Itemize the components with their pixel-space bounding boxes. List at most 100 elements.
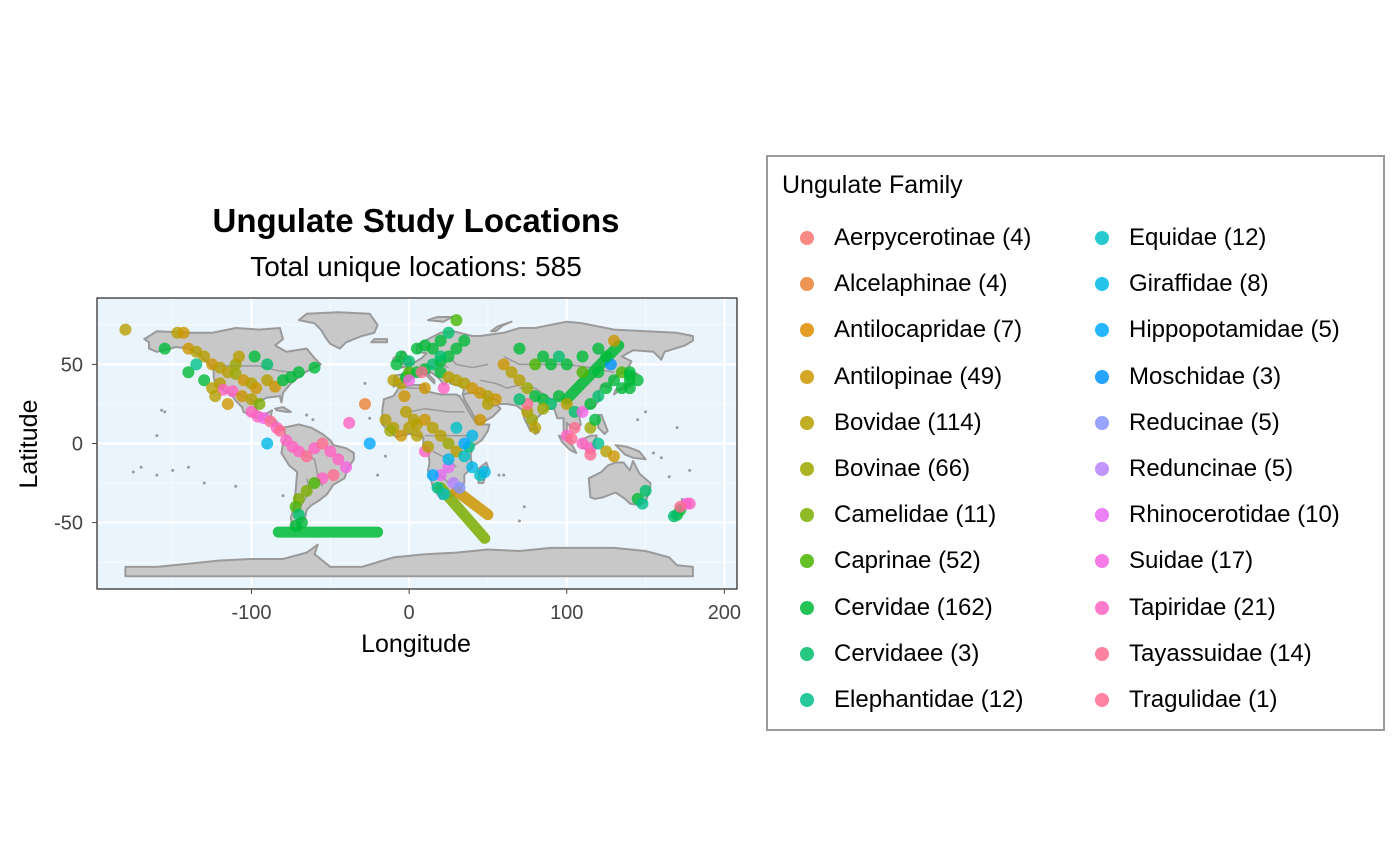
- study-location-point: [363, 437, 376, 450]
- legend-swatch: [1095, 462, 1109, 476]
- study-location-point: [545, 358, 557, 371]
- x-tick-label: 200: [708, 602, 741, 624]
- study-location-point: [608, 450, 620, 463]
- study-location-point: [418, 382, 431, 395]
- island: [234, 484, 238, 488]
- legend-label: Bovinae (66): [834, 455, 971, 482]
- y-tick-label: -50: [54, 513, 83, 535]
- legend-item: Rhinocerotidae (10): [1095, 500, 1340, 530]
- legend-swatch: [1095, 277, 1109, 292]
- legend-label: Antilocapridae (7): [834, 316, 1023, 344]
- axes: -100 0 100 200 -50 0 50: [54, 297, 741, 624]
- study-location-points: [119, 314, 696, 532]
- study-location-point: [403, 374, 416, 387]
- legend-item: Aerpycerotinae (4): [800, 223, 1031, 253]
- island: [163, 410, 167, 414]
- legend-label: Cervidaee (3): [834, 639, 980, 667]
- study-location-point: [552, 350, 565, 363]
- x-tick-label: 100: [550, 602, 583, 624]
- island: [186, 465, 190, 469]
- study-location-point: [450, 314, 463, 327]
- study-location-point: [450, 421, 463, 434]
- study-location-point: [552, 390, 565, 403]
- island: [305, 413, 309, 417]
- x-tick-label: 0: [404, 602, 415, 624]
- study-location-point: [332, 453, 345, 466]
- study-location-point: [683, 497, 696, 510]
- study-location-point: [289, 519, 302, 532]
- legend-swatch: [1095, 554, 1109, 569]
- x-axis-label: Longitude: [361, 630, 471, 658]
- study-location-point: [667, 510, 680, 523]
- study-location-point: [576, 350, 589, 363]
- study-location-point: [415, 366, 428, 379]
- study-location-point: [253, 398, 266, 410]
- study-location-point: [158, 342, 171, 355]
- legend-label: Elephantidae (12): [834, 686, 1024, 713]
- legend-label: Antilopinae (49): [834, 362, 1003, 390]
- legend-title: Ungulate Family: [782, 171, 963, 199]
- study-location-point: [426, 421, 439, 434]
- legend-swatch: [1095, 415, 1109, 430]
- legend-label: Alcelaphinae (4): [834, 270, 1008, 298]
- study-location-point: [300, 450, 313, 463]
- study-location-point: [478, 466, 491, 478]
- island: [688, 468, 692, 472]
- study-location-point: [513, 374, 526, 387]
- study-location-point: [560, 358, 573, 371]
- land-iceland: [370, 338, 388, 344]
- legend-item: Giraffidae (8): [1095, 269, 1269, 299]
- legend-swatch: [1095, 508, 1109, 523]
- legend-label: Suidae (17): [1129, 547, 1254, 575]
- study-location-point: [395, 429, 408, 442]
- study-location-point: [674, 500, 687, 513]
- study-location-point: [592, 342, 605, 355]
- island: [311, 418, 315, 422]
- country-border: [479, 379, 520, 389]
- legend-item: Caprinae (52): [800, 546, 981, 576]
- legend-item: Cervidae (162): [800, 593, 993, 623]
- legend-swatch: [1095, 693, 1109, 707]
- map-subtitle: Total unique locations: 585: [250, 251, 582, 282]
- legend-swatch: [1095, 600, 1109, 615]
- study-location-point: [521, 382, 534, 395]
- legend-label: Tayassuidae (14): [1129, 639, 1312, 667]
- study-location-point: [340, 461, 353, 474]
- y-axis-label: Latitude: [15, 400, 43, 489]
- legend-item: Cervidaee (3): [800, 639, 979, 669]
- legend-swatch: [800, 462, 814, 476]
- legend-item: Antilocapridae (7): [800, 315, 1022, 345]
- land-greenland: [297, 311, 379, 350]
- study-location-point: [576, 366, 589, 379]
- study-location-point: [568, 421, 581, 434]
- study-location-point: [316, 437, 329, 450]
- study-location-point: [466, 429, 479, 442]
- study-location-point: [592, 366, 605, 379]
- legend-swatch: [800, 415, 814, 430]
- study-location-point: [584, 448, 597, 461]
- island: [202, 481, 206, 485]
- study-location-point: [198, 374, 211, 387]
- study-location-point: [513, 393, 526, 406]
- legend-swatch: [800, 231, 814, 245]
- legend-item: Antilopinae (49): [800, 362, 1002, 392]
- land-new-guinea: [614, 444, 647, 461]
- island: [675, 426, 679, 430]
- y-tick-label: 50: [61, 354, 83, 376]
- study-location-point: [248, 350, 261, 363]
- study-location-point: [600, 350, 613, 363]
- island: [383, 454, 387, 458]
- study-location-point: [431, 481, 444, 494]
- legend-item: Reducinae (5): [1095, 408, 1280, 438]
- study-location-point: [422, 440, 434, 453]
- study-location-point: [505, 366, 518, 379]
- legend-swatch: [1095, 646, 1109, 661]
- y-tick-label: 0: [72, 434, 83, 456]
- island: [644, 410, 648, 414]
- study-location-point: [398, 390, 411, 403]
- study-location-point: [589, 413, 602, 426]
- island: [517, 519, 521, 523]
- study-location-point: [537, 350, 550, 363]
- study-location-point: [400, 405, 412, 418]
- study-location-point: [261, 358, 274, 371]
